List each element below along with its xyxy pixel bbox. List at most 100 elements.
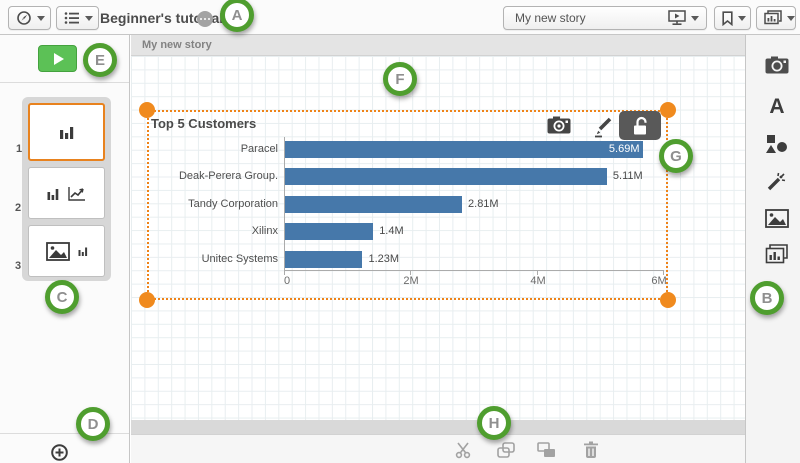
annotation-badge-a: A <box>220 0 254 32</box>
compass-icon <box>16 10 32 26</box>
play-icon <box>53 52 64 65</box>
selection-handle-top-right[interactable] <box>660 102 676 118</box>
slide-number: 1 <box>16 143 23 155</box>
x-tick-label: 0 <box>283 275 291 287</box>
chart-title: Top 5 Customers <box>151 116 257 131</box>
slide-thumbnail-2[interactable]: 2 <box>15 167 105 219</box>
x-tick <box>663 271 664 275</box>
x-axis-line <box>284 270 664 271</box>
category-label: Unitec Systems <box>201 253 278 265</box>
play-story-icon <box>668 10 686 26</box>
chevron-down-icon <box>738 15 746 21</box>
unlock-icon <box>630 116 650 136</box>
bar <box>285 196 463 213</box>
story-selector-value: My new story <box>515 11 586 25</box>
sheet-embed-button[interactable] <box>764 241 790 267</box>
value-label: 5.69M <box>608 143 640 155</box>
value-label: 2.81M <box>468 198 499 210</box>
bar-row: Xilinx 1.4M <box>252 223 664 240</box>
bookmark-button[interactable] <box>714 6 751 30</box>
chevron-down-icon <box>37 15 45 21</box>
slide-thumbnail-1[interactable]: 1 <box>16 103 105 161</box>
category-label: Deak-Perera Group. <box>178 170 278 182</box>
shapes-tool-button[interactable] <box>764 131 790 157</box>
edit-toolbar <box>131 434 745 463</box>
x-tick <box>537 271 538 275</box>
bookmark-icon <box>722 10 733 26</box>
image-icon <box>45 241 70 261</box>
cut-button[interactable] <box>453 440 473 460</box>
x-tick <box>284 271 285 275</box>
barchart-icon <box>47 187 60 200</box>
bar-row: Paracel 5.69M <box>241 141 664 158</box>
canvas-bottom-strip <box>131 420 745 434</box>
chevron-down-icon <box>691 15 699 21</box>
slides-icon <box>764 10 782 26</box>
list-icon <box>64 11 80 25</box>
annotation-badge-g: G <box>659 139 693 173</box>
snapshot-icon[interactable] <box>547 116 571 140</box>
paste-button[interactable] <box>536 440 556 460</box>
linechart-icon <box>68 186 86 201</box>
annotation-badge-f: F <box>383 62 417 96</box>
bar-row: Deak-Perera Group. 5.11M <box>179 168 664 185</box>
chevron-down-icon <box>787 15 795 21</box>
category-label: Xilinx <box>251 225 278 237</box>
x-tick-label: 4M <box>530 275 546 287</box>
story-tab-bar: My new story <box>131 35 745 56</box>
y-axis-line <box>284 137 285 270</box>
bar-row: Tandy Corporation 2.81M <box>188 196 664 213</box>
top-toolbar: Beginner's tutorial My new story <box>0 0 800 35</box>
category-label: Paracel <box>240 143 278 155</box>
slide-number: 2 <box>15 202 22 214</box>
selection-handle-bottom-right[interactable] <box>660 292 676 308</box>
category-label: Tandy Corporation <box>188 198 278 210</box>
unlock-button[interactable] <box>619 111 661 140</box>
slide-thumbnail-panel: 1 2 3 <box>15 97 111 281</box>
slides-button[interactable] <box>756 6 796 30</box>
more-options-button[interactable] <box>197 11 213 27</box>
annotation-badge-b: B <box>750 281 784 315</box>
selection-handle-top-left[interactable] <box>139 102 155 118</box>
add-slide-button[interactable] <box>51 444 68 461</box>
divider <box>0 82 129 83</box>
edit-pencil-icon[interactable] <box>592 117 616 141</box>
bar-row: Unitec Systems 1.23M <box>202 251 664 268</box>
barchart-icon <box>78 246 88 256</box>
story-tools-sidebar: A <box>745 35 800 463</box>
media-tool-button[interactable] <box>764 205 790 231</box>
text-tool-button[interactable]: A <box>769 95 785 118</box>
play-story-button[interactable] <box>38 45 77 72</box>
delete-button[interactable] <box>581 440 601 460</box>
value-label: 1.23M <box>368 253 400 265</box>
snapshot-library-button[interactable] <box>764 52 790 78</box>
slide-number: 3 <box>15 260 22 272</box>
annotation-badge-h: H <box>477 406 511 440</box>
slide-thumbnail-3[interactable]: 3 <box>15 225 105 277</box>
bar <box>285 168 607 185</box>
slides-sidebar: 1 2 3 <box>0 35 130 463</box>
annotation-badge-e: E <box>83 43 117 77</box>
annotation-badge-d: D <box>76 407 110 441</box>
selected-object-outline[interactable] <box>147 110 668 300</box>
navigation-menu-button[interactable] <box>8 6 51 30</box>
effects-tool-button[interactable] <box>764 168 790 194</box>
app-title: Beginner's tutorial <box>100 9 224 26</box>
tab-my-new-story[interactable]: My new story <box>142 39 212 51</box>
barchart-icon <box>59 124 75 140</box>
sheet-list-button[interactable] <box>56 6 99 30</box>
copy-button[interactable] <box>496 440 516 460</box>
selection-handle-bottom-left[interactable] <box>139 292 155 308</box>
x-tick-label: 2M <box>403 275 419 287</box>
divider <box>0 433 129 434</box>
value-label: 5.11M <box>612 170 643 182</box>
x-tick <box>410 271 411 275</box>
annotation-badge-c: C <box>45 280 79 314</box>
value-label: 1.4M <box>379 225 404 237</box>
chevron-down-icon <box>85 15 93 21</box>
bar <box>285 223 374 240</box>
story-selector[interactable]: My new story <box>503 6 707 30</box>
bar <box>285 251 363 268</box>
bar <box>285 141 644 158</box>
